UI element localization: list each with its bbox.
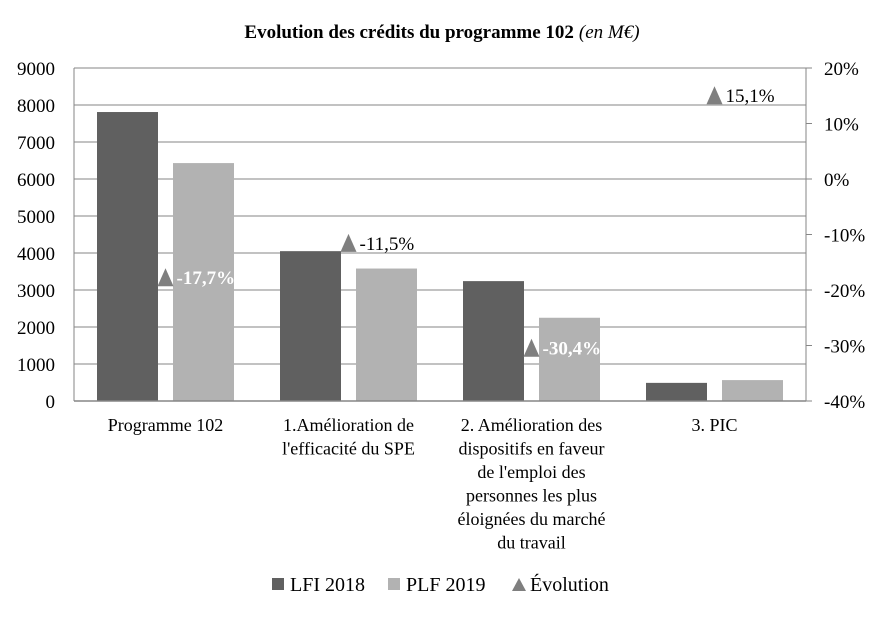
bar-plf-2019 xyxy=(173,163,234,401)
bar-plf-2019 xyxy=(356,268,417,401)
y-tick-label: 9000 xyxy=(17,59,55,80)
legend-triangle-icon xyxy=(512,578,526,591)
evolution-data-label: -11,5% xyxy=(360,234,415,255)
evolution-markers: -17,7% -11,5% -30,4% 15,1% xyxy=(157,86,775,360)
x-tick-label: 2. Amélioration des dispositifs en faveur… xyxy=(458,415,606,553)
evolution-marker-triangle xyxy=(706,86,723,105)
x-tick-label: Programme 102 xyxy=(108,415,223,435)
bar-plf-2019 xyxy=(722,380,783,401)
y2-tick-label: -30% xyxy=(824,337,865,358)
y2-tick-label: -40% xyxy=(824,392,865,413)
bar-lfi-2018 xyxy=(280,251,341,401)
y-tick-label: 8000 xyxy=(17,96,55,117)
evolution-data-label: -30,4% xyxy=(543,339,602,360)
y2-tick-label: 10% xyxy=(824,115,859,136)
legend-label: LFI 2018 xyxy=(290,574,365,596)
bar-lfi-2018 xyxy=(646,382,707,401)
evolution-data-label: -17,7% xyxy=(177,268,236,289)
x-tick-label: 3. PIC xyxy=(691,415,737,435)
y-tick-label: 3000 xyxy=(17,281,55,302)
y-tick-label: 6000 xyxy=(17,170,55,191)
evolution-data-label: 15,1% xyxy=(726,86,775,107)
legend-label: PLF 2019 xyxy=(406,574,485,596)
chart-title-unit: (en M€) xyxy=(579,22,640,43)
evolution-marker-triangle xyxy=(157,268,174,287)
y-tick-label: 0 xyxy=(46,392,56,413)
x-tick-label: 1.Amélioration de l'efficacité du SPE xyxy=(282,415,415,459)
legend-swatch xyxy=(388,578,400,590)
legend-swatch xyxy=(272,578,284,590)
y2-tick-label: -10% xyxy=(824,226,865,247)
chart-title: Evolution des crédits du programme 102 (e… xyxy=(244,22,639,43)
legend-label: Évolution xyxy=(530,573,609,596)
y-tick-label: 4000 xyxy=(17,244,55,265)
y-tick-label: 7000 xyxy=(17,133,55,154)
bars xyxy=(97,112,783,401)
evolution-marker-triangle xyxy=(340,233,357,252)
axes: 0 1000 2000 3000 4000 5000 6000 7000 8000 9000 -40… xyxy=(17,59,865,553)
legend: LFI 2018 PLF 2019 Évolution xyxy=(272,573,609,596)
y2-tick-label: 0% xyxy=(824,170,850,191)
y2-tick-label: -20% xyxy=(824,281,865,302)
y2-tick-label: 20% xyxy=(824,59,859,80)
y-tick-label: 2000 xyxy=(17,318,55,339)
bar-lfi-2018 xyxy=(97,112,158,401)
chart-title-main: Evolution des crédits du programme 102 xyxy=(244,22,574,43)
bar-lfi-2018 xyxy=(463,281,524,401)
bar-plf-2019 xyxy=(539,317,600,401)
evolution-marker-triangle xyxy=(523,338,540,357)
y-tick-label: 1000 xyxy=(17,355,55,376)
y-tick-label: 5000 xyxy=(17,207,55,228)
